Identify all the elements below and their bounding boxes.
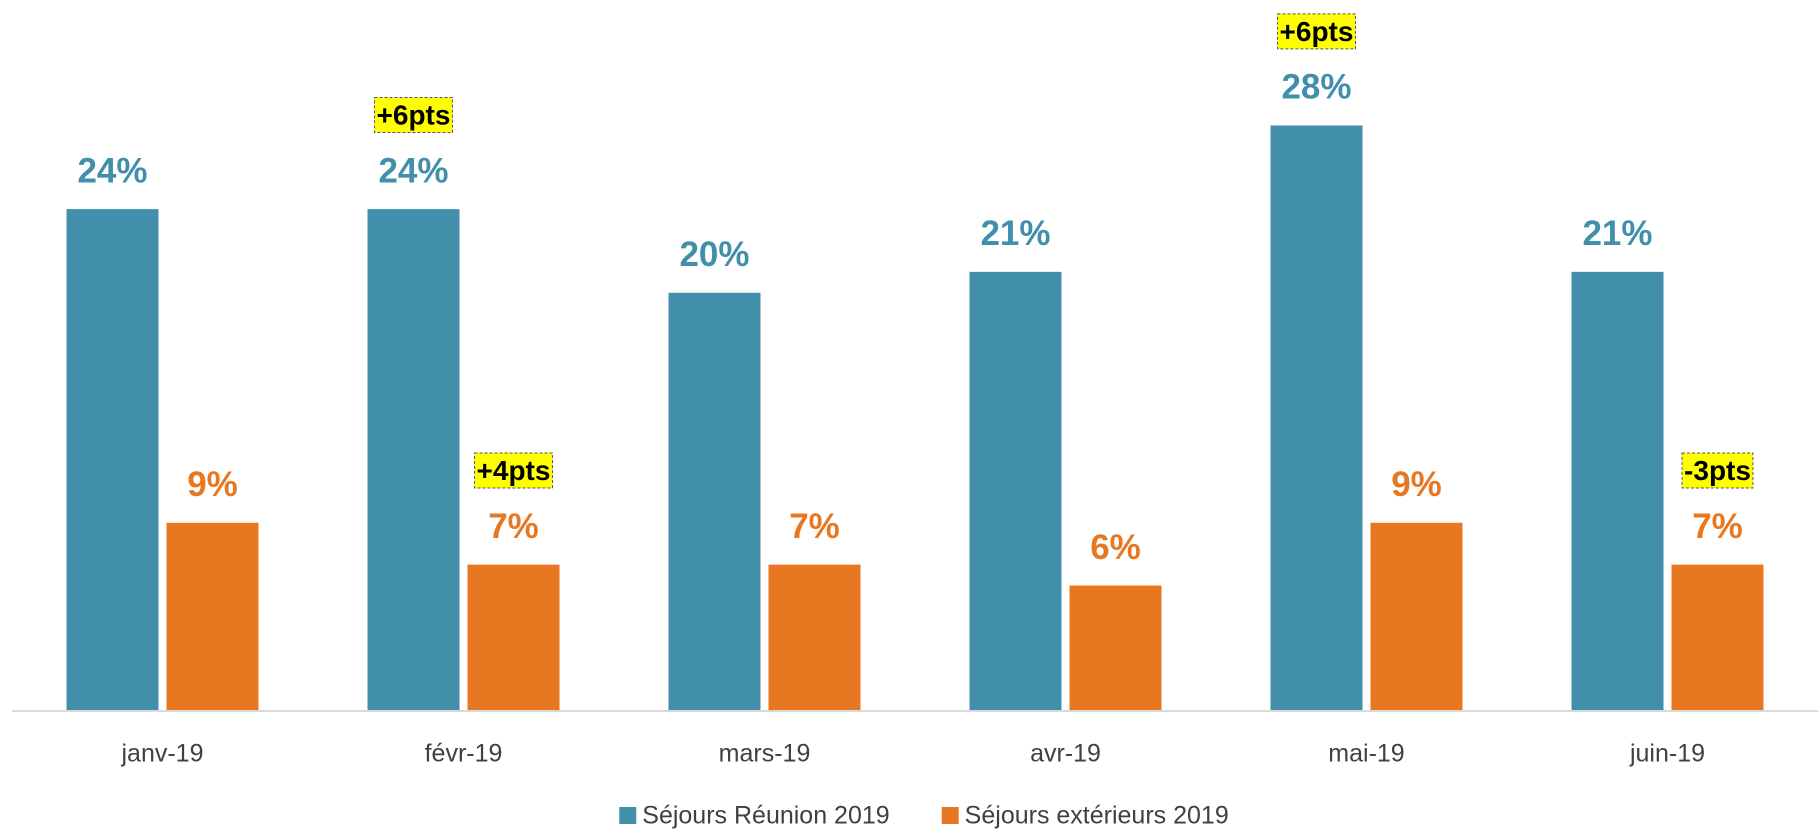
annotation: +4pts — [474, 452, 553, 489]
bar — [1270, 125, 1363, 712]
value-label: 7% — [488, 507, 539, 546]
annotation-text: +6pts — [1280, 16, 1354, 47]
annotation: -3pts — [1681, 452, 1754, 489]
bar — [66, 209, 159, 711]
bar — [768, 564, 861, 711]
value-label: 7% — [1692, 507, 1743, 546]
value-label: 21% — [1582, 214, 1652, 253]
value-label: 20% — [679, 235, 749, 274]
annotation-text: +6pts — [377, 100, 451, 131]
legend-swatch — [619, 807, 637, 824]
value-label: 24% — [77, 151, 147, 190]
annotation-box — [374, 97, 453, 134]
annotation-text: +4pts — [477, 455, 551, 486]
bar — [166, 522, 259, 711]
annotation-box — [1277, 13, 1356, 50]
bar — [668, 292, 761, 711]
x-tick-label: juin-19 — [1629, 740, 1705, 768]
value-label: 9% — [187, 465, 238, 504]
bar — [467, 564, 560, 711]
x-tick-label: janv-19 — [121, 740, 204, 768]
bar — [1671, 564, 1764, 711]
value-label: 24% — [378, 151, 448, 190]
bar — [1571, 271, 1664, 711]
bar — [367, 209, 460, 711]
annotation: +6pts — [374, 97, 453, 134]
x-tick-label: mars-19 — [719, 740, 811, 768]
value-label: 28% — [1281, 68, 1351, 107]
bar — [1370, 522, 1463, 711]
value-label: 7% — [789, 507, 840, 546]
bar — [969, 271, 1062, 711]
legend-swatch — [941, 807, 959, 824]
bar — [1069, 585, 1162, 711]
annotation-box — [1681, 452, 1754, 489]
x-tick-label: mai-19 — [1328, 740, 1404, 768]
annotation-text: -3pts — [1684, 455, 1751, 486]
x-tick-label: avr-19 — [1030, 740, 1101, 768]
annotation-box — [474, 452, 553, 489]
x-tick-label: févr-19 — [425, 740, 503, 768]
legend-label: Séjours Réunion 2019 — [642, 802, 889, 830]
legend-label: Séjours extérieurs 2019 — [965, 802, 1229, 830]
annotation: +6pts — [1277, 13, 1356, 50]
value-label: 21% — [980, 214, 1050, 253]
value-label: 6% — [1090, 528, 1141, 567]
legend: Séjours Réunion 2019 Séjours extérieurs 2… — [619, 802, 1229, 830]
value-label: 9% — [1391, 465, 1442, 504]
